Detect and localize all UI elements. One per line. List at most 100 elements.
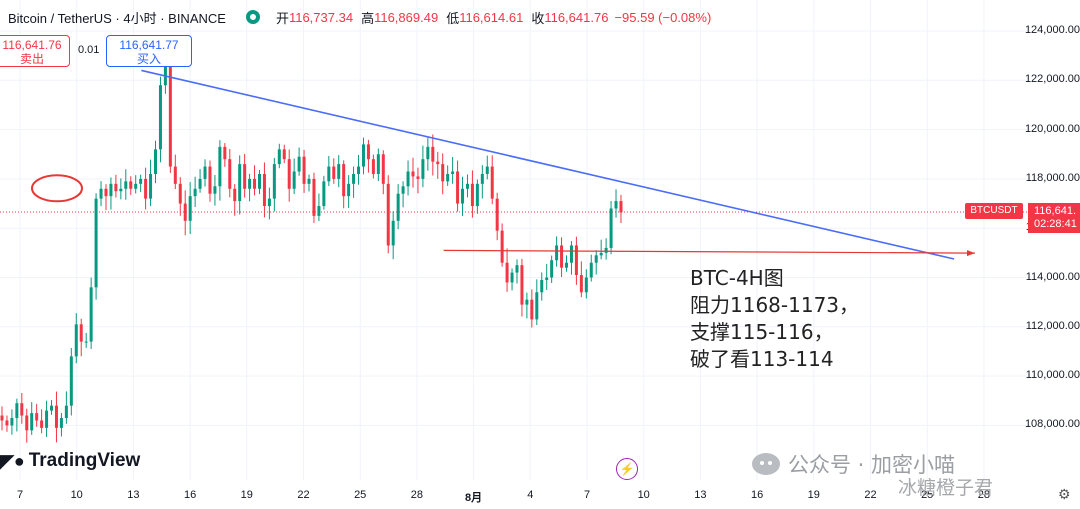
x-tick-label: 19 [807, 489, 820, 501]
candle-body [426, 146, 430, 160]
x-tick-label: 7 [583, 489, 591, 501]
x-tick-label: 16 [183, 489, 197, 501]
candle-body [54, 405, 58, 428]
buy-button[interactable]: 116,641.77 买入 [106, 35, 192, 67]
candle-body [436, 161, 440, 165]
x-tick-label: 28 [977, 489, 991, 501]
candle-body [59, 418, 63, 428]
candle-body [332, 166, 336, 179]
change-value: −95.59 (−0.08%) [614, 9, 712, 25]
candle-body [89, 287, 93, 342]
candle-body [451, 171, 455, 174]
low-label: 低 [446, 10, 460, 26]
candle-body [322, 181, 326, 207]
candle-body [178, 183, 182, 204]
lightning-icon[interactable]: ⚡ [616, 458, 638, 480]
candle-body [461, 188, 465, 204]
candle-body [40, 420, 44, 428]
last-price-tag: 116,641. 02:28:41 [1028, 203, 1080, 233]
candle-body [312, 178, 316, 216]
candle-body [104, 188, 108, 197]
candle-body [555, 245, 559, 261]
y-tick-label: 122,000.00 [1024, 73, 1080, 86]
candle-body [74, 324, 78, 357]
candle-body [540, 279, 544, 293]
candle-body [272, 164, 276, 199]
support-line [443, 249, 976, 254]
candle-body [79, 324, 83, 342]
candle-body [565, 262, 569, 268]
candle-body [149, 173, 153, 199]
candle-body [560, 245, 564, 268]
candle-body [535, 292, 539, 320]
candle-body [594, 255, 598, 263]
candle-body [35, 413, 39, 421]
candle-body [119, 188, 123, 192]
symbol-title[interactable]: Bitcoin / TetherUS · 4小时 · BINANCE [8, 10, 226, 26]
candle-body [366, 144, 370, 160]
candle-body [139, 178, 143, 184]
x-tick-label: 13 [127, 489, 140, 501]
candle-body [10, 418, 14, 426]
candle-body [84, 341, 88, 343]
resistance-circle [31, 174, 83, 203]
candle-body [183, 203, 187, 221]
candle-body [109, 183, 113, 197]
candle-body [267, 198, 271, 207]
wechat-icon [752, 453, 780, 475]
last-price-value: 116,641. [1034, 205, 1077, 217]
candle-body [515, 265, 519, 273]
candle-body [238, 164, 242, 202]
candle-body [45, 410, 49, 428]
candle-body [352, 173, 356, 184]
buy-price: 116,641.77 [119, 38, 179, 52]
candle-body [253, 178, 257, 189]
candle-body [485, 166, 489, 174]
candle-body [347, 183, 351, 197]
gear-icon[interactable]: ⚙ [1058, 486, 1071, 502]
candle-body [495, 198, 499, 231]
candle-body [456, 171, 460, 204]
candle-body [361, 144, 365, 167]
candle-body [510, 272, 514, 283]
y-tick-label: 108,000.00 [1024, 418, 1080, 431]
symbol-price-tag: BTCUSDT [965, 203, 1023, 219]
text-annotation[interactable]: BTC-4H图 阻力1168-1173， 支撑115-116， 破了看113-1… [690, 265, 859, 373]
x-tick-label: 22 [297, 489, 310, 501]
candle-body [262, 173, 266, 207]
candle-body [114, 183, 118, 192]
candle-body [505, 262, 509, 283]
annotation-line-1: BTC-4H图 [690, 266, 784, 290]
candle-body [282, 149, 286, 160]
support-arrow-head [967, 250, 975, 257]
tradingview-logo: ◤● TradingView [0, 450, 140, 472]
candle-body [30, 413, 34, 431]
annotation-line-3: 支撑115-116， [690, 320, 834, 344]
candle-body [589, 262, 593, 278]
candle-body [441, 164, 445, 182]
candle-body [213, 186, 217, 194]
candle-body [163, 63, 167, 86]
price-axis[interactable]: 124,000.00 122,000.00 120,000.00 118,000.00… [1025, 0, 1080, 509]
candle-body [525, 299, 529, 305]
buy-label: 买入 [136, 52, 161, 66]
candle-body [94, 198, 98, 288]
close-value: 116,641.76 [544, 9, 609, 25]
candle-body [604, 247, 608, 253]
candle-body [614, 201, 618, 209]
candle-body [391, 220, 395, 246]
x-tick-label: 19 [240, 489, 253, 501]
market-open-icon [245, 10, 260, 24]
candle-body [257, 173, 261, 189]
candle-body [371, 159, 375, 174]
candle-body [480, 173, 484, 184]
resistance-trendline [141, 69, 955, 260]
candle-body [144, 178, 148, 199]
candle-body [416, 176, 420, 179]
sell-button[interactable]: 116,641.76 卖出 [0, 35, 70, 67]
candle-body [208, 166, 212, 194]
candle-body [292, 171, 296, 189]
candle-body [203, 166, 207, 179]
y-tick-label: 110,000.00 [1025, 369, 1080, 382]
